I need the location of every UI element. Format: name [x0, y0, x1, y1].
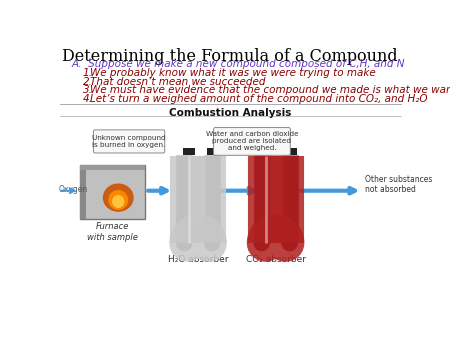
Text: Other substances
not absorbed: Other substances not absorbed [364, 175, 432, 194]
FancyBboxPatch shape [214, 127, 290, 155]
Text: 1.: 1. [83, 68, 93, 78]
Text: 3.: 3. [83, 85, 93, 95]
FancyBboxPatch shape [80, 165, 145, 219]
Text: Water and carbon dioxide
produced are isolated
and weighed.: Water and carbon dioxide produced are is… [206, 131, 298, 151]
Text: Let’s turn a weighed amount of the compound into CO₂, and H₂O: Let’s turn a weighed amount of the compo… [90, 94, 428, 104]
Ellipse shape [113, 196, 124, 207]
Text: CO₂ absorber: CO₂ absorber [246, 255, 306, 264]
Text: That doesn’t mean we succeeded: That doesn’t mean we succeeded [90, 77, 266, 87]
Bar [80, 165, 86, 219]
Bar [183, 148, 195, 154]
Text: Oxygen: Oxygen [58, 186, 88, 194]
Text: A.  Suppose we make a new compound composed of C,H, and N: A. Suppose we make a new compound compos… [72, 59, 405, 69]
Text: 2.: 2. [83, 77, 93, 87]
Text: H₂O absorber: H₂O absorber [168, 255, 228, 264]
Text: Combustion Analysis: Combustion Analysis [170, 107, 292, 118]
FancyBboxPatch shape [94, 130, 165, 153]
Ellipse shape [104, 184, 133, 211]
Text: Determining the Formula of a Compound: Determining the Formula of a Compound [62, 48, 397, 65]
Ellipse shape [109, 191, 127, 209]
Bar [207, 148, 219, 154]
Text: Unknown compound
is burned in oxygen.: Unknown compound is burned in oxygen. [92, 135, 166, 148]
Bar [285, 148, 297, 154]
Text: We must have evidence that the compound we made is what we wanted: We must have evidence that the compound … [90, 85, 450, 95]
Text: 4.: 4. [83, 94, 93, 104]
Text: We probably know what it was we were trying to make: We probably know what it was we were try… [90, 68, 376, 78]
Bar [80, 165, 145, 170]
Text: Furnace
with sample: Furnace with sample [87, 222, 138, 242]
Bar [261, 148, 273, 154]
